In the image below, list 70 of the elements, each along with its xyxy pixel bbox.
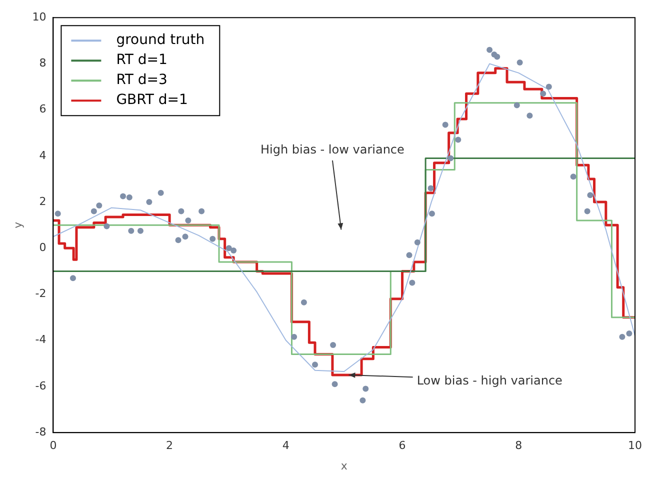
point [570,174,576,180]
point [158,190,164,196]
x-tick-label: 2 [166,439,174,452]
point [312,362,318,368]
point [175,237,182,244]
point [291,334,298,340]
point [210,236,216,242]
y-tick-label: 10 [32,10,46,24]
point [448,155,454,162]
point [406,252,412,258]
legend-label: GBRT d=1 [116,92,188,108]
point [185,217,192,224]
point [104,223,110,230]
point [198,208,205,214]
x-tick-label: 4 [282,439,290,452]
point [584,208,590,214]
point [546,84,552,90]
y-tick-label: -2 [35,287,46,300]
legend-label: RT d=1 [116,52,168,68]
point [486,46,493,53]
legend-label: RT d=3 [116,72,168,88]
point [128,228,134,234]
annotation: High bias - low variance [260,142,404,157]
x-tick-label: 10 [628,439,642,452]
x-tick-label: 0 [50,439,57,452]
point [96,202,102,209]
point [455,136,462,143]
point [442,122,448,128]
point [362,386,369,392]
point [137,228,144,234]
point [54,210,61,217]
point [126,194,132,200]
point [182,234,188,240]
point [146,199,152,206]
point [540,90,546,97]
point [90,208,97,214]
point [330,342,336,348]
point [428,185,434,192]
point [414,239,420,246]
y-tick-label: -4 [35,333,46,346]
x-tick-label: 8 [515,439,522,452]
point [230,247,237,254]
y-tick-label: 0 [39,241,46,254]
point [409,280,416,286]
y-tick-label: -8 [35,425,46,438]
point [70,275,76,282]
y-tick-label: 2 [39,194,46,208]
point [428,210,435,217]
point [332,381,338,388]
y-tick-label: -6 [35,379,46,392]
y-tick-label: 4 [39,148,46,162]
point [626,330,632,336]
point [178,208,184,214]
point [526,112,533,119]
y-axis-title: y [11,221,24,228]
point [494,54,500,60]
point [514,102,520,108]
annotation: Low bias - high variance [416,373,562,388]
x-axis-title: x [340,459,348,472]
point [120,193,126,200]
legend-label: ground truth [116,32,205,48]
point [360,397,366,404]
point [300,299,307,306]
point [226,245,232,252]
y-tick-label: 8 [39,56,46,70]
x-tick-label: 6 [398,439,406,452]
point [516,60,523,66]
y-tick-label: 6 [39,102,46,116]
point [587,192,594,198]
point [619,334,626,340]
